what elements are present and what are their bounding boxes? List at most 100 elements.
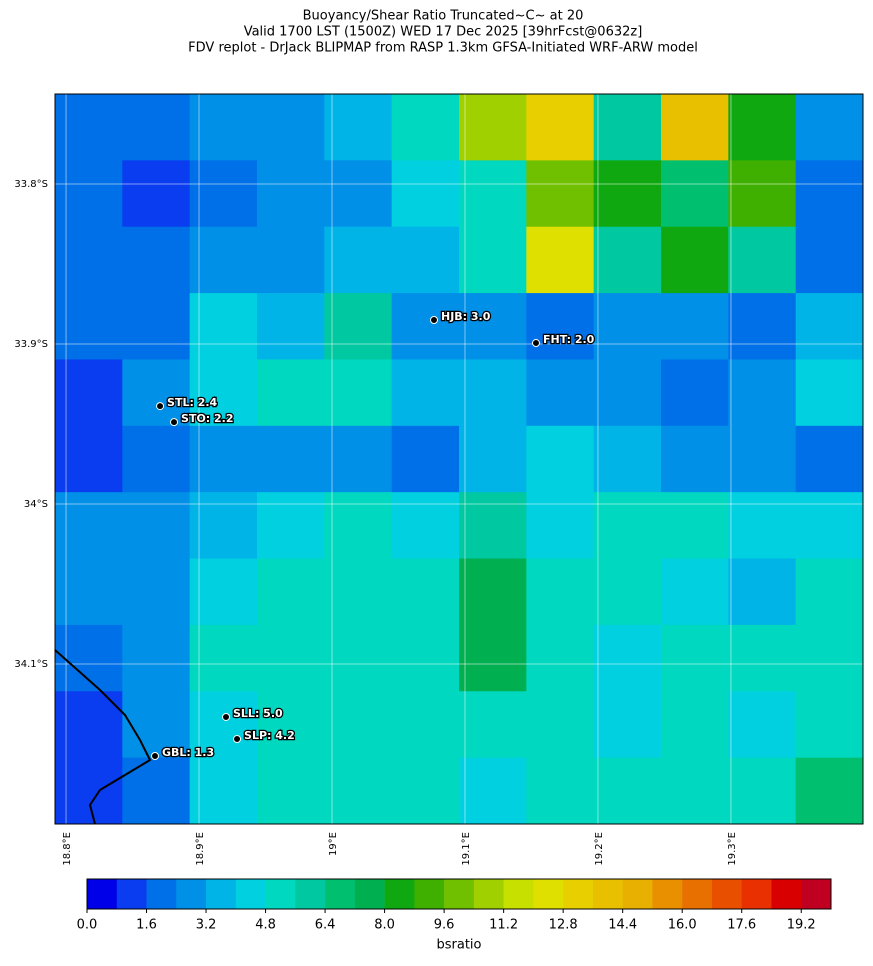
field-cell xyxy=(189,757,258,825)
field-cell xyxy=(189,691,258,759)
field-cell xyxy=(795,160,864,228)
field-cell xyxy=(391,624,460,692)
colorbar-swatch xyxy=(116,879,147,909)
colorbar-swatch xyxy=(354,879,385,909)
field-cell xyxy=(459,226,527,294)
station-label: STL: 2.4 xyxy=(167,396,217,409)
field-cell xyxy=(728,624,797,692)
title-line: FDV replot - DrJack BLIPMAP from RASP 1.… xyxy=(188,41,698,56)
colorbar-swatch xyxy=(652,879,683,909)
field-cell xyxy=(55,425,123,493)
colorbar-label: bsratio xyxy=(437,938,482,953)
colorbar-tick-label: 3.2 xyxy=(196,918,217,933)
field-cell xyxy=(324,94,393,161)
field-cell xyxy=(324,691,393,759)
field-cell xyxy=(593,757,662,825)
field-cell xyxy=(795,492,864,560)
field-cell xyxy=(189,359,258,427)
colorbar-swatch xyxy=(473,879,504,909)
field-cell xyxy=(459,691,527,759)
field-cell xyxy=(661,160,729,228)
field-cell xyxy=(257,425,325,493)
field-cell xyxy=(189,226,258,294)
coastline xyxy=(54,649,152,825)
field-cell xyxy=(257,94,325,161)
field-cell xyxy=(189,293,258,360)
colorbar-swatch xyxy=(87,879,118,909)
field-cell xyxy=(526,226,595,294)
colorbar-tick-label: 16.0 xyxy=(668,918,697,933)
field-cell xyxy=(257,691,325,759)
station-marker xyxy=(429,316,438,324)
station-marker xyxy=(151,752,160,760)
field-cell xyxy=(391,492,460,560)
field-cell xyxy=(593,691,662,759)
field-cell xyxy=(459,94,527,161)
field-cell xyxy=(795,293,864,360)
colorbar-swatch xyxy=(146,879,177,909)
field-cell xyxy=(661,94,729,161)
field-cell xyxy=(593,624,662,692)
field-cell xyxy=(526,492,595,560)
field-cell xyxy=(324,226,393,294)
field-cell xyxy=(728,757,797,825)
field-cell xyxy=(324,293,393,360)
field-cell xyxy=(122,359,191,427)
field-cell xyxy=(55,558,123,626)
station-marker xyxy=(233,735,242,744)
field-cell xyxy=(189,160,258,228)
field-cell xyxy=(324,757,393,825)
field-cell xyxy=(391,226,460,294)
field-cell xyxy=(324,425,393,493)
field-cell xyxy=(593,94,662,161)
colorbar-swatch xyxy=(444,879,475,909)
field-cell xyxy=(257,293,325,360)
field-cell xyxy=(593,160,662,228)
field-cell xyxy=(257,492,325,560)
field-cell xyxy=(526,293,595,360)
field-cell xyxy=(526,160,595,228)
field-cell xyxy=(55,359,123,427)
field-cell xyxy=(795,691,864,759)
colorbar-swatch xyxy=(592,879,623,909)
field-cell xyxy=(661,425,729,493)
colorbar-swatch xyxy=(265,879,296,909)
field-cell xyxy=(55,492,123,560)
field-cell xyxy=(526,691,595,759)
field-cell xyxy=(189,558,258,626)
field-cell xyxy=(324,492,393,560)
field-cell xyxy=(459,492,527,560)
field-cell xyxy=(257,624,325,692)
field-cell xyxy=(122,425,191,493)
field-cell xyxy=(661,558,729,626)
lon-label: 19.2°E xyxy=(594,832,605,866)
field-cell xyxy=(728,492,797,560)
field-cell xyxy=(526,558,595,626)
colorbar-tick-label: 11.2 xyxy=(489,918,518,933)
colorbar-swatch xyxy=(295,879,326,909)
field-cell xyxy=(122,757,191,825)
field-cell xyxy=(324,359,393,427)
station-label: STO: 2.2 xyxy=(181,412,234,425)
field-cell xyxy=(391,293,460,360)
field-cell xyxy=(795,558,864,626)
field-cell xyxy=(795,94,864,161)
colorbar-tick-label: 1.6 xyxy=(136,918,157,933)
field-cell xyxy=(459,359,527,427)
field-cell xyxy=(122,226,191,294)
colorbar-swatch xyxy=(414,879,445,909)
field-cell xyxy=(526,94,595,161)
station-marker xyxy=(156,402,165,411)
colorbar-tick-label: 0.0 xyxy=(77,918,98,933)
field-cell xyxy=(728,558,797,626)
field-cell xyxy=(122,293,191,360)
colorbar-tick-label: 14.4 xyxy=(608,918,637,933)
lat-label: 34.1°S xyxy=(14,659,48,670)
colorbar-tick-label: 4.8 xyxy=(255,918,276,933)
title-line: Valid 1700 LST (1500Z) WED 17 Dec 2025 [… xyxy=(244,25,643,40)
field-cell xyxy=(728,359,797,427)
field-cell xyxy=(55,757,123,825)
map-frame xyxy=(54,93,864,825)
field-cell xyxy=(391,558,460,626)
